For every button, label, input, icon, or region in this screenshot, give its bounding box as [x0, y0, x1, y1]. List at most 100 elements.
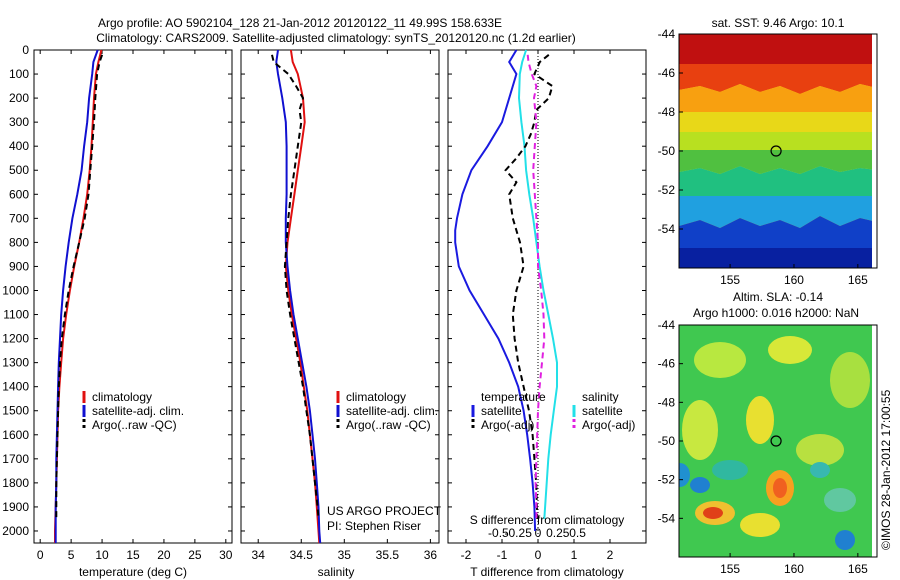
y-tick-label: 200	[9, 91, 29, 105]
x-tick-label: 34.5	[290, 548, 314, 562]
x-tick-label: 0	[37, 548, 44, 562]
legend-title-salinity: salinity	[582, 390, 619, 404]
float-position-marker	[770, 145, 782, 157]
map-y-tick-label: -44	[658, 27, 676, 41]
map-x-tick-label: 165	[848, 562, 868, 576]
map-y-tick-label: -54	[658, 511, 676, 525]
map-y-tick-label: -50	[658, 144, 676, 158]
salinity-axes-frame	[240, 49, 440, 544]
series-line-salinity-satellite	[517, 49, 558, 520]
y-tick-label: 800	[9, 235, 29, 249]
temperature-panel: 0 5 10 15 20 25 300100200300400500600700800900…	[2, 43, 233, 579]
y-tick-label: 1400	[2, 380, 29, 394]
temperature-diff-legend: temperature satellite Argo(-adj)	[471, 390, 546, 432]
salinity-legend: climatology satellite-adj. clim. Argo(..…	[336, 390, 438, 432]
imos-watermark: ©IMOS 28-Jan-2012 17:00:55	[879, 389, 893, 550]
temperature-legend: climatology satellite-adj. clim. Argo(..…	[82, 390, 184, 432]
y-tick-label: 1900	[2, 500, 29, 514]
x-tick-label: 10	[95, 548, 109, 562]
map-y-tick-label: -52	[658, 473, 676, 487]
project-credit: US ARGO PROJECT	[327, 504, 442, 518]
salinity-diff-legend: salinity satellite Argo(-adj)	[572, 390, 635, 432]
temperature-xlabel: temperature (deg C)	[79, 565, 187, 579]
x-tick-label: 5	[68, 548, 75, 562]
sst-heatmap	[679, 34, 877, 268]
s-tick-label: -0.5	[488, 526, 509, 540]
y-tick-label: 1700	[2, 452, 29, 466]
x-tick-label: 1	[571, 548, 578, 562]
map-x-tick-label: 155	[720, 562, 740, 576]
legend-label-argo: Argo(..raw -QC)	[92, 418, 177, 432]
y-tick-label: 1500	[2, 404, 29, 418]
sst-map-title: sat. SST: 9.46 Argo: 10.1	[712, 16, 845, 30]
x-tick-label: 36	[424, 548, 438, 562]
y-tick-label: 1100	[3, 308, 29, 322]
map-y-tick-label: -50	[658, 434, 676, 448]
legend-label-climatology: climatology	[92, 390, 152, 404]
temperature-lines	[54, 49, 104, 543]
legend-title-temperature: temperature	[481, 390, 546, 404]
sst-map-panel: sat. SST: 9.46 Argo: 10.1 155 160 165 -44 -4…	[658, 16, 878, 287]
difference-lines	[454, 49, 558, 532]
temperature-axes-frame	[33, 49, 233, 544]
y-tick-label: 100	[9, 67, 29, 81]
series-line-satellite-adj-clim	[275, 49, 322, 544]
map-y-tick-label: -48	[658, 105, 676, 119]
x-tick-label: -1	[497, 548, 508, 562]
map-y-tick-label: -54	[658, 222, 676, 236]
sst-map-ticks: 155 160 165 -44 -46 -48 -50 -52 -54	[658, 27, 869, 287]
legend-label-temp-argo: Argo(-adj)	[481, 418, 534, 432]
y-tick-label: 1000	[2, 283, 29, 297]
x-tick-label: 20	[157, 548, 171, 562]
header-line-2: Climatology: CARS2009. Satellite-adjuste…	[96, 31, 576, 45]
map-y-tick-label: -52	[658, 183, 676, 197]
y-tick-label: 700	[9, 211, 29, 225]
y-tick-label: 600	[9, 187, 29, 201]
series-line-salinity-argo-adj	[526, 54, 546, 519]
x-tick-label: 34	[252, 548, 266, 562]
temperature-ticks: 0 5 10 15 20 25 300100200300400500600700800900…	[2, 43, 233, 562]
y-tick-label: 2000	[2, 524, 29, 538]
header-line-1: Argo profile: AO 5902104_128 21-Jan-2012…	[98, 16, 502, 30]
y-tick-label: 300	[9, 115, 29, 129]
x-tick-label: 35	[338, 548, 352, 562]
series-line-climatology	[284, 49, 321, 544]
x-tick-label: 0	[535, 548, 542, 562]
s-tick-label: 0.5	[569, 526, 586, 540]
sla-heatmap	[679, 325, 877, 557]
float-position-marker	[770, 435, 782, 447]
s-tick-label: -0.25	[505, 526, 533, 540]
legend-label-sal-argo: Argo(-adj)	[582, 418, 635, 432]
y-tick-label: 1800	[2, 476, 29, 490]
x-tick-label: 25	[188, 548, 202, 562]
sla-map-subtitle: Argo h1000: 0.016 h2000: NaN	[693, 306, 859, 320]
x-tick-label: 35.5	[376, 548, 400, 562]
salinity-lines	[271, 49, 322, 544]
y-tick-label: 1200	[2, 332, 29, 346]
map-x-tick-label: 160	[784, 562, 804, 576]
pi-credit: PI: Stephen Riser	[327, 519, 421, 533]
map-y-tick-label: -48	[658, 395, 676, 409]
x-tick-label: 15	[126, 548, 140, 562]
x-tick-label: 2	[607, 548, 614, 562]
salinity-xlabel: salinity	[318, 565, 355, 579]
y-tick-label: 0	[22, 43, 29, 57]
y-tick-label: 500	[9, 163, 29, 177]
series-line-temperature-argo-adj	[504, 54, 554, 520]
legend-label-satellite: satellite-adj. clim.	[346, 404, 438, 418]
difference-ticks: -2 -1 0 1 2 -0.5-0.25 0 0.25 0.5	[448, 49, 646, 562]
map-y-tick-label: -46	[658, 357, 676, 371]
legend-label-climatology: climatology	[346, 390, 406, 404]
legend-label-satellite: satellite-adj. clim.	[92, 404, 184, 418]
sla-map-title: Altim. SLA: -0.14	[733, 290, 823, 304]
x-tick-label: -2	[461, 548, 472, 562]
salinity-panel: 34 34.5 35 35.5 36 salinity climatology sate…	[240, 49, 442, 579]
y-tick-label: 1600	[2, 428, 29, 442]
salinity-ticks: 34 34.5 35 35.5 36	[241, 49, 439, 562]
difference-xlabel: T difference from climatology	[470, 565, 624, 579]
sla-map-panel: Altim. SLA: -0.14 Argo h1000: 0.016 h200…	[658, 290, 878, 576]
map-x-tick-label: 155	[720, 273, 740, 287]
difference-axes-frame	[447, 49, 647, 544]
legend-label-temp-satellite: satellite	[481, 404, 522, 418]
map-y-tick-label: -44	[658, 318, 676, 332]
